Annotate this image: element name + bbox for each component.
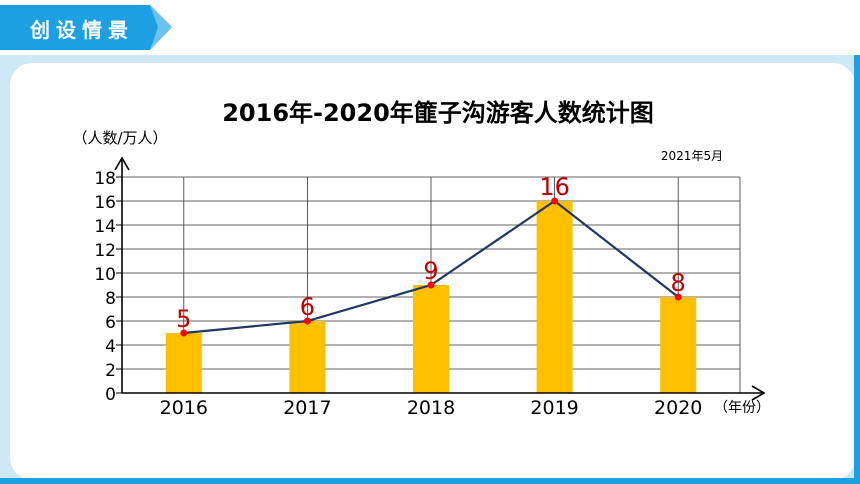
section-banner: 创设情景: [0, 5, 172, 50]
frame-right-accent: [854, 55, 860, 484]
y-tick-label: 4: [105, 337, 116, 357]
data-point: [427, 281, 435, 289]
banner-shape: [0, 5, 172, 50]
data-point: [674, 293, 682, 301]
data-label: 6: [300, 293, 315, 321]
y-tick-label: 10: [94, 265, 116, 285]
x-tick-label: 2019: [530, 397, 578, 419]
chart-card: [10, 63, 855, 480]
y-tick-label: 2: [105, 361, 116, 381]
y-tick-label: 14: [94, 217, 116, 237]
y-tick-label: 0: [105, 385, 116, 405]
frame-bottom-accent: [0, 478, 860, 484]
data-label: 9: [423, 257, 438, 285]
y-tick-label: 8: [105, 289, 116, 309]
bar: [536, 201, 573, 393]
chart-subtitle: 2021年5月: [661, 149, 723, 163]
y-axis-label: （人数/万人）: [72, 129, 167, 147]
x-tick-label: 2016: [160, 397, 208, 419]
chart-title: 2016年-2020年篚子沟游客人数统计图: [222, 99, 654, 127]
data-point: [180, 329, 188, 337]
data-label: 16: [539, 173, 570, 201]
y-tick-label: 16: [94, 193, 116, 213]
x-tick-label: 2020: [654, 397, 702, 419]
y-tick-label: 18: [94, 169, 116, 189]
data-point: [303, 317, 311, 325]
bar: [660, 297, 697, 393]
banner-title: 创设情景: [30, 18, 134, 42]
bar: [413, 285, 449, 393]
x-tick-label: 2017: [283, 397, 331, 419]
x-axis-label: （年份）: [714, 400, 770, 416]
bar: [165, 333, 202, 393]
y-tick-label: 6: [105, 313, 116, 333]
y-tick-label: 12: [94, 241, 116, 261]
data-point: [551, 197, 559, 205]
x-tick-label: 2018: [407, 397, 455, 419]
data-label: 5: [176, 305, 191, 333]
data-label: 8: [671, 269, 686, 297]
y-axis-arrow: [114, 156, 130, 171]
x-axis-arrow: [751, 385, 766, 401]
bar: [289, 321, 326, 393]
